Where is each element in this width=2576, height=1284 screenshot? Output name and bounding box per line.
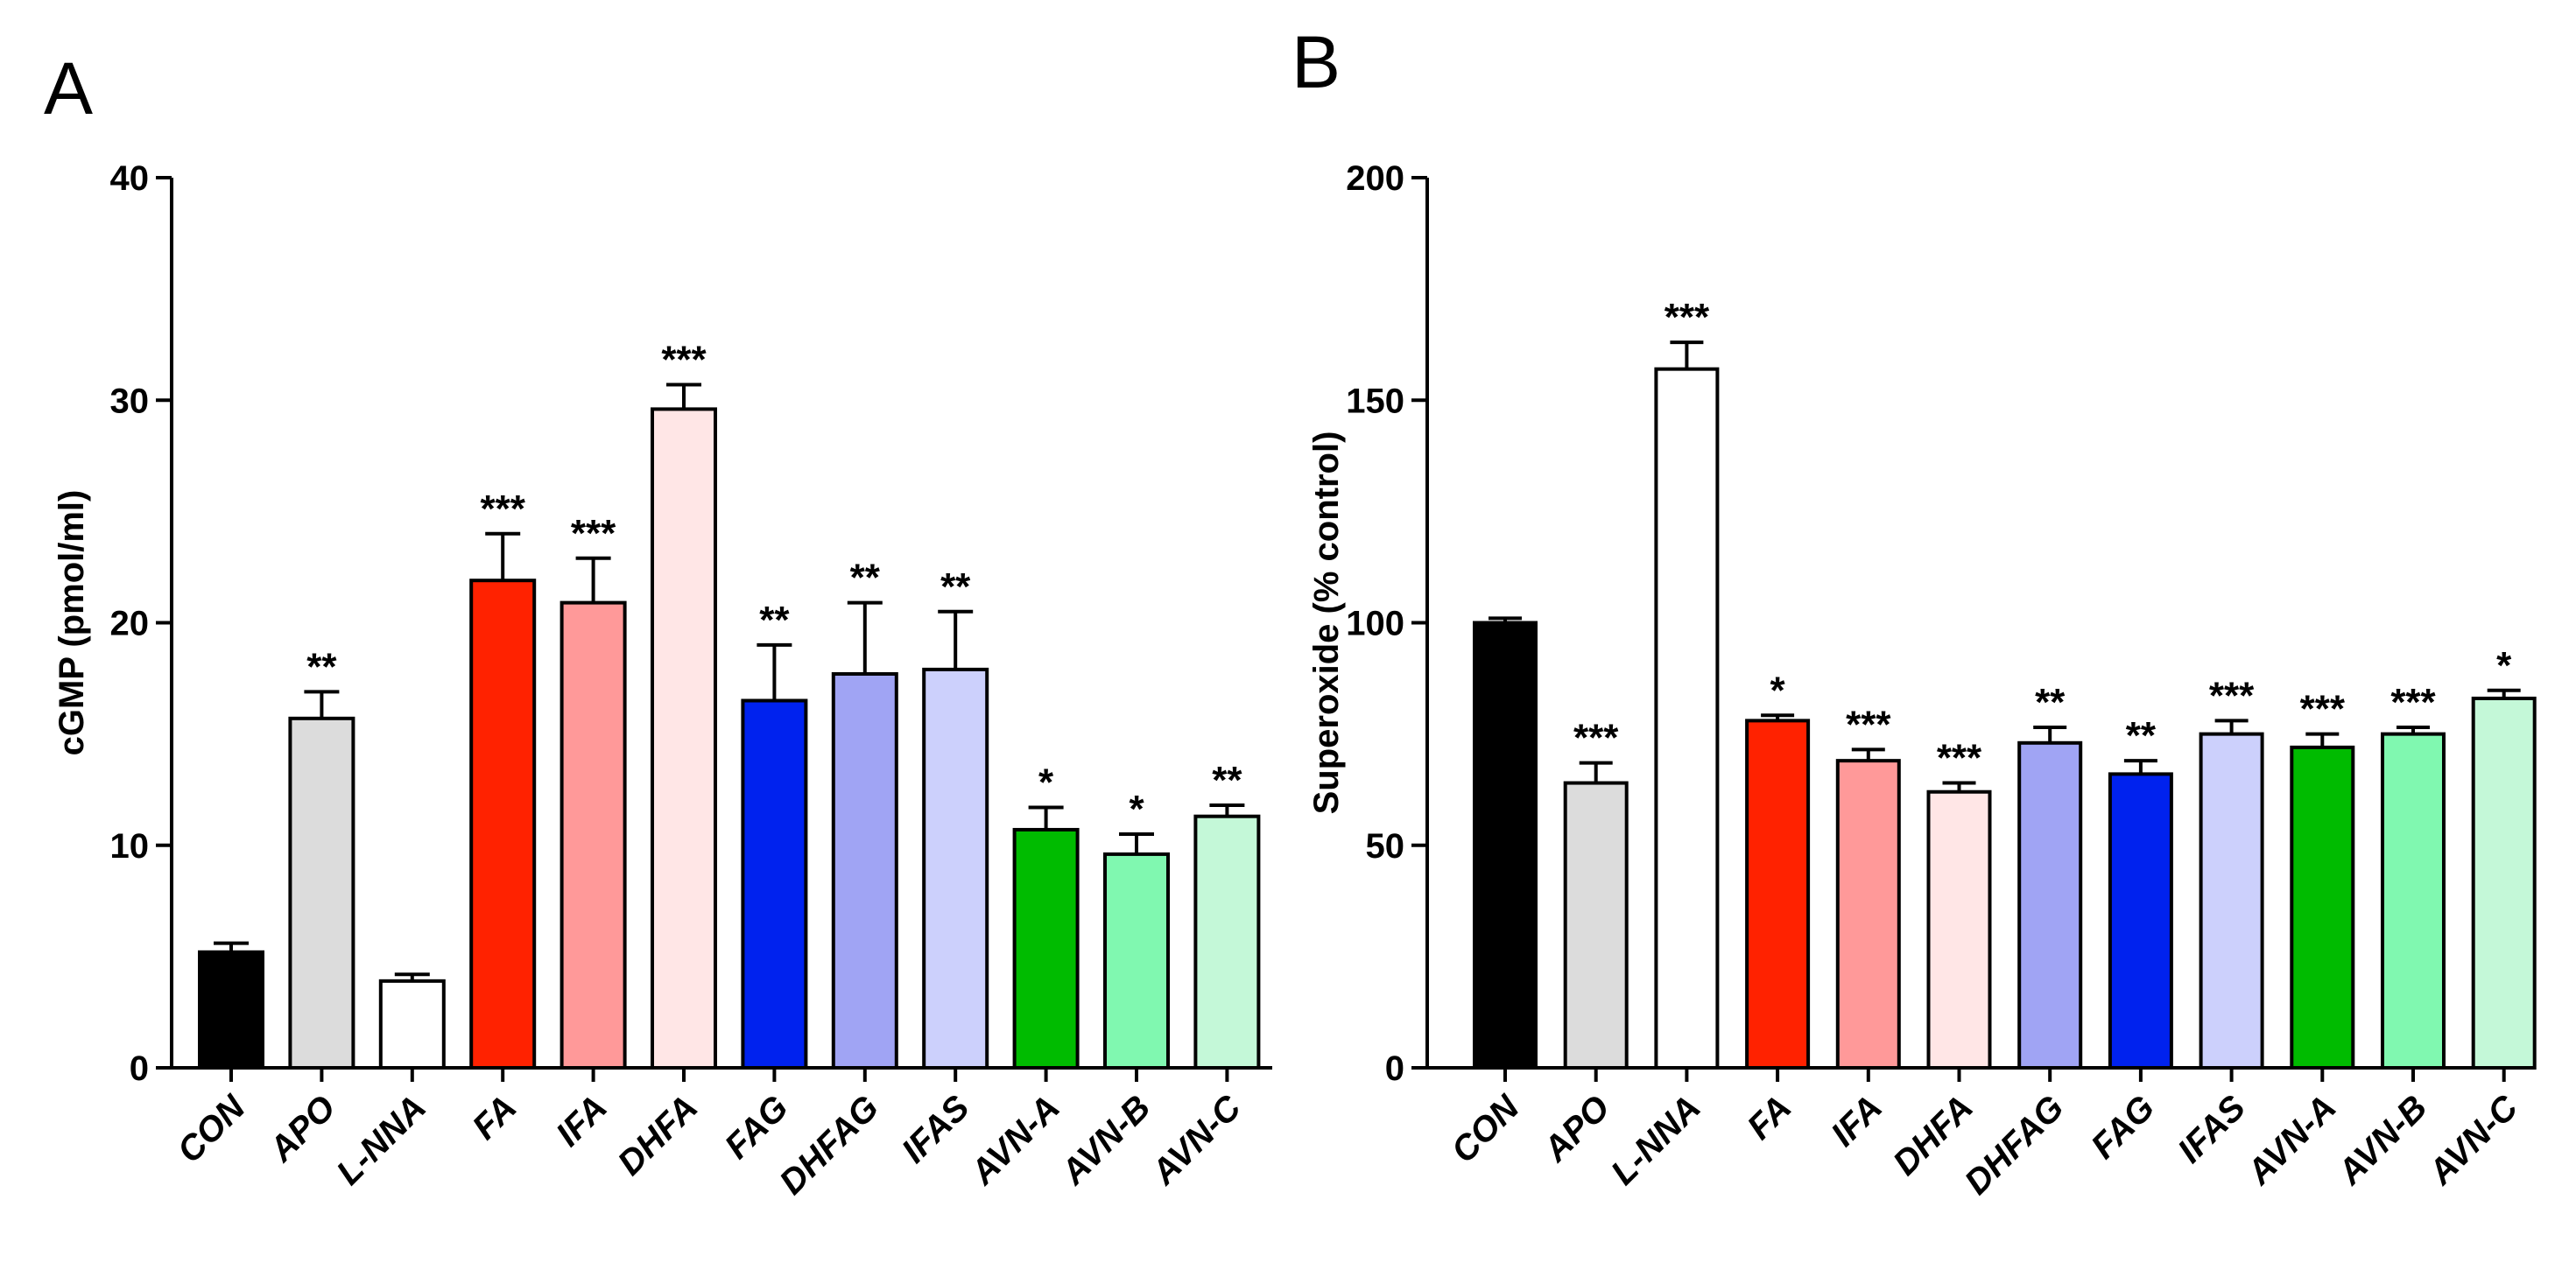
x-tick-label: AVN-C [1144,1087,1249,1192]
x-tick-label: AVN-B [2330,1088,2434,1192]
x-tick-label: IFAS [2171,1088,2253,1170]
y-tick-label: 100 [1346,605,1404,643]
x-tick-label: AVN-A [2239,1088,2343,1192]
significance-label: *** [2209,674,2255,717]
bar-avn-b [2381,732,2446,1070]
bar-l-nna [378,979,446,1070]
bar-apo [1563,781,1629,1070]
significance-label: ** [1212,759,1242,802]
x-tick-label: CON [1444,1087,1527,1170]
significance-label: ** [2126,714,2157,757]
x-tick-label: L-NNA [1604,1088,1708,1192]
significance-label: ** [2035,681,2066,724]
significance-label: ** [759,599,790,642]
bar-avn-c [2471,696,2537,1070]
x-tick-label: DHFAG [772,1088,886,1202]
panel-letter: B [1292,21,1341,103]
y-tick-label: 0 [130,1049,149,1088]
bar-fag [741,698,808,1070]
bar-ifas [922,667,989,1070]
panel-letter: A [44,47,93,130]
x-tick-label: IFA [1824,1088,1890,1154]
bar-fa [469,579,537,1070]
bar-l-nna [1654,367,1720,1070]
bar-con [198,950,264,1070]
x-tick-label: FA [465,1088,524,1147]
bar-fa [1745,719,1811,1070]
x-tick-label: CON [170,1087,253,1170]
bar-con [1473,621,1538,1070]
y-tick-label: 0 [1385,1049,1404,1088]
significance-label: *** [2390,681,2436,724]
bar-ifas [2199,732,2264,1070]
y-tick-label: 40 [110,159,150,198]
significance-label: *** [1665,296,1710,339]
y-tick-label: 20 [110,605,150,643]
x-tick-label: FAG [2084,1088,2162,1166]
x-tick-label: AVN-C [2421,1087,2526,1192]
bar-ifa [1835,759,1901,1070]
bar-avn-b [1103,852,1170,1070]
x-tick-label: APO [1536,1088,1617,1169]
bar-ifa [560,600,627,1070]
bar-apo [288,716,355,1070]
bar-avn-c [1193,814,1261,1070]
bar-dhfa [651,407,717,1070]
x-tick-label: L-NNA [329,1088,433,1192]
y-tick-label: 50 [1366,827,1405,866]
y-tick-label: 10 [110,827,150,866]
significance-label: *** [2300,688,2346,731]
x-tick-label: DHFA [610,1088,705,1182]
x-tick-label: AVN-A [963,1088,1067,1192]
significance-label: *** [1573,717,1619,760]
significance-label: * [1129,788,1144,831]
x-tick-label: FA [1740,1088,1798,1147]
significance-label: * [2496,644,2512,687]
significance-label: *** [661,338,707,381]
bar-avn-a [1012,827,1080,1070]
x-tick-label: AVN-B [1053,1088,1158,1192]
significance-label: * [1038,761,1054,804]
y-axis-title: cGMP (pmol/ml) [53,490,91,756]
bar-fag [2108,772,2173,1070]
bar-dhfag [2017,740,2083,1070]
y-tick-label: 150 [1346,382,1404,420]
significance-label: ** [306,645,337,688]
bar-avn-a [2290,745,2355,1070]
significance-label: *** [1937,737,1982,780]
y-tick-label: 200 [1346,159,1404,198]
x-tick-label: DHFAG [1957,1088,2071,1202]
bar-dhfag [831,671,898,1070]
x-tick-label: FAG [718,1088,796,1166]
significance-label: ** [940,565,971,608]
y-tick-label: 30 [110,382,150,420]
y-axis-title: Superoxide (% control) [1307,432,1346,815]
x-tick-label: APO [262,1088,343,1169]
significance-label: *** [571,512,616,555]
significance-label: *** [1846,703,1891,746]
significance-label: ** [850,557,881,600]
bar-dhfa [1926,789,1992,1070]
significance-label: * [1770,669,1786,712]
x-tick-label: IFAS [895,1088,977,1170]
significance-label: *** [481,488,526,530]
x-tick-label: IFA [549,1088,615,1154]
